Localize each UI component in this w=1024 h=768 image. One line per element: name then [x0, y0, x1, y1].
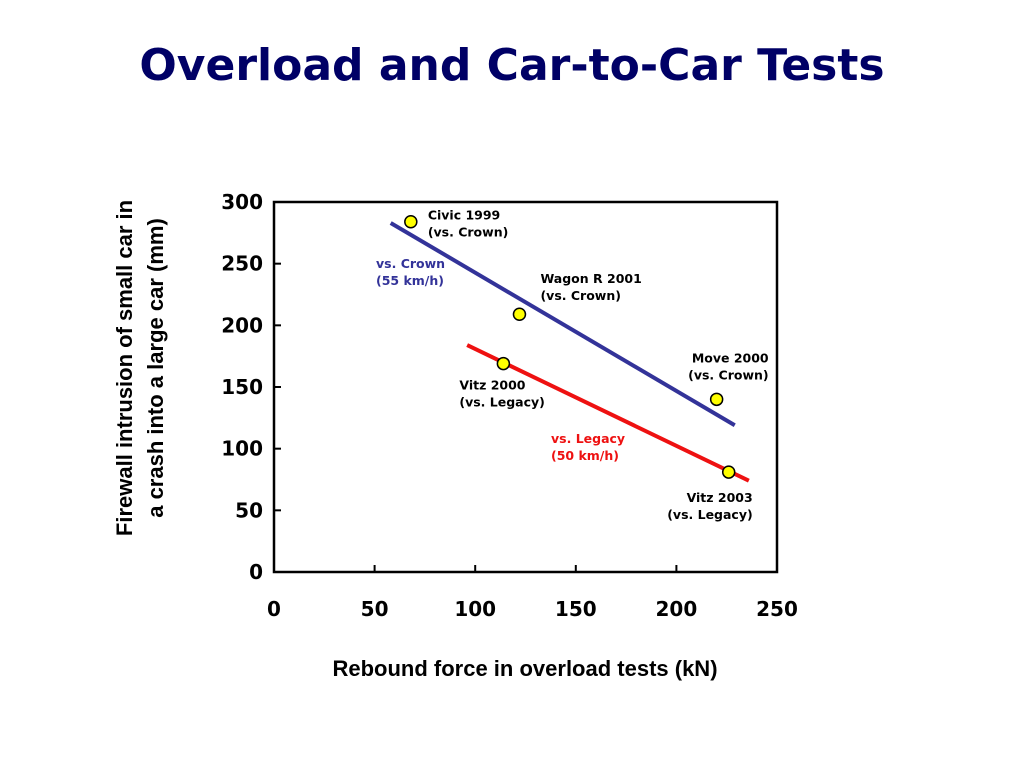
y-tick-label: 300 [221, 190, 263, 214]
point-label-line-1: Move 2000 [692, 350, 769, 365]
series-label-line-1: vs. Crown [376, 256, 445, 271]
point-label-line-1: Vitz 2003 [687, 490, 753, 505]
point-annotations: Civic 1999 (vs. Crown) Wagon R 2001 (vs. Cr… [428, 208, 769, 522]
data-points [404, 214, 736, 479]
x-tick-label: 50 [361, 597, 389, 621]
series-label-line-2: (50 km/h) [551, 448, 619, 463]
data-point [496, 356, 511, 371]
y-tick-label: 50 [235, 498, 263, 522]
slide-title: Overload and Car-to-Car Tests [139, 40, 885, 91]
x-tick-label: 150 [555, 597, 597, 621]
y-tick-label: 150 [221, 375, 263, 399]
series-labels: vs. Crown (55 km/h) vs. Legacy (50 km/h) [376, 256, 625, 463]
point-label-line-2: (vs. Crown) [428, 225, 509, 240]
x-tick-label: 100 [454, 597, 496, 621]
fit-line-2 [466, 343, 750, 483]
point-label-line-2: (vs. Crown) [688, 367, 769, 382]
series-label-line-1: vs. Legacy [551, 431, 625, 446]
data-point [721, 465, 736, 479]
data-point [404, 214, 418, 229]
y-tick-label: 200 [221, 313, 263, 337]
point-label-line-2: (vs. Legacy) [667, 507, 753, 522]
x-axis-title: Rebound force in overload tests (kN) [332, 656, 717, 681]
data-point [709, 392, 724, 407]
x-tick-label: 250 [756, 597, 798, 621]
y-axis-title-line-2: a crash into a large car (mm) [143, 218, 168, 518]
plot-area-frame [272, 200, 779, 574]
point-label-line-1: Civic 1999 [428, 208, 500, 223]
series-label-line-2: (55 km/h) [376, 273, 444, 288]
point-label-line-1: Vitz 2000 [459, 378, 525, 393]
point-label-line-1: Wagon R 2001 [540, 271, 641, 286]
y-axis-title-line-1: Firewall intrusion of small car in [112, 200, 137, 536]
point-label-line-2: (vs. Crown) [540, 288, 621, 303]
y-tick-label: 0 [249, 560, 263, 584]
data-point [512, 307, 527, 321]
y-axis-ticks: 0 50 100 150 200 250 300 [221, 190, 281, 584]
y-tick-label: 100 [221, 437, 263, 461]
fit-lines [389, 221, 750, 483]
y-tick-label: 250 [221, 252, 263, 276]
x-tick-label: 0 [267, 597, 281, 621]
fit-line-1 [389, 221, 736, 427]
x-axis-ticks: 0 50 100 150 200 250 [267, 565, 798, 621]
point-label-line-2: (vs. Legacy) [459, 395, 545, 410]
x-tick-label: 200 [656, 597, 698, 621]
